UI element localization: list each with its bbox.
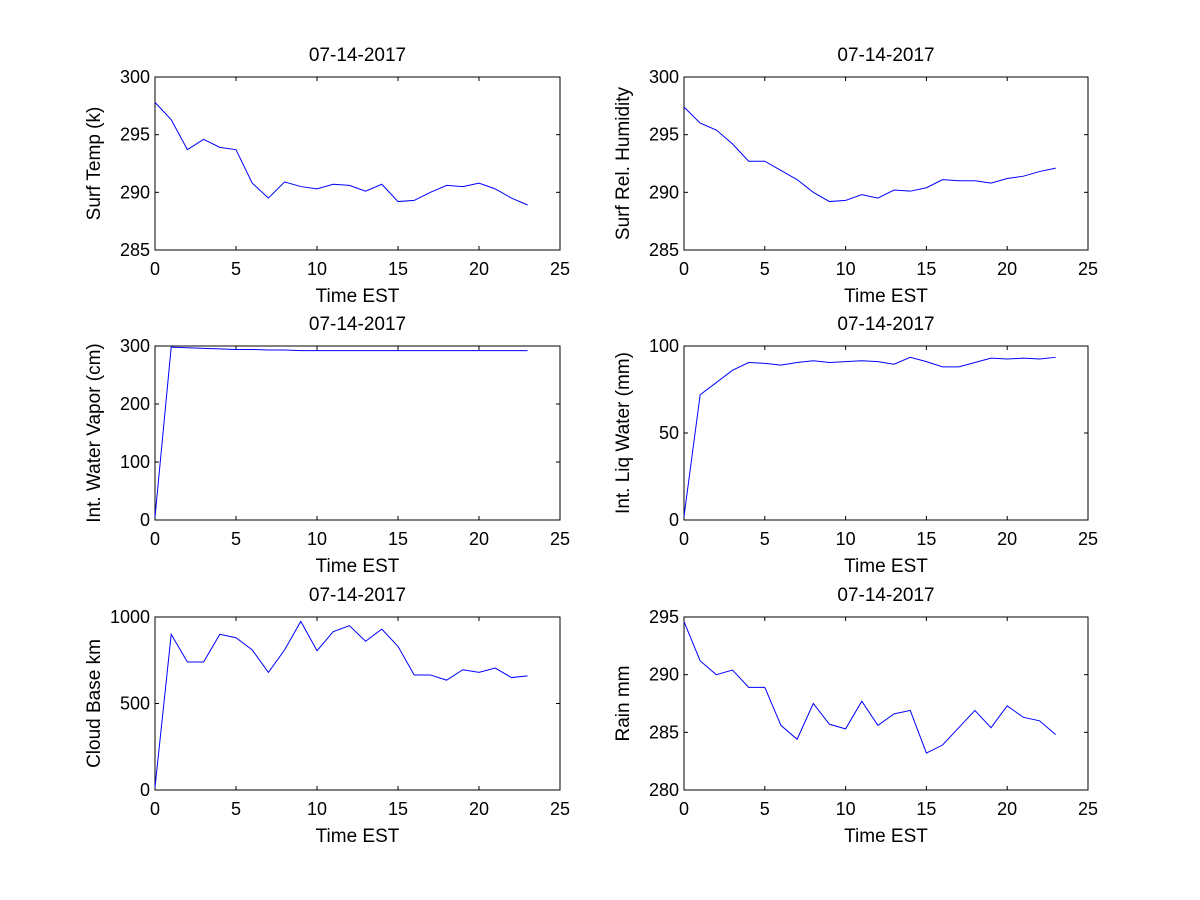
series-line — [154, 346, 528, 518]
y-tick-label: 500 — [120, 694, 150, 714]
y-tick-label: 200 — [120, 394, 150, 414]
y-tick-label: 0 — [140, 780, 150, 800]
x-tick-label: 0 — [150, 529, 160, 549]
x-tick-label: 25 — [1078, 799, 1098, 819]
axes-box — [154, 616, 561, 791]
x-tick-label: 0 — [150, 259, 160, 279]
x-tick-label: 25 — [1078, 259, 1098, 279]
x-tick-label: 10 — [836, 799, 856, 819]
y-axis-label: Cloud Base km — [84, 639, 105, 768]
y-tick-label: 285 — [649, 722, 679, 742]
y-tick-label: 1000 — [110, 607, 150, 627]
x-tick-label: 15 — [916, 259, 936, 279]
y-tick-label: 0 — [140, 510, 150, 530]
axes-box — [683, 76, 1089, 251]
y-tick-label: 0 — [669, 510, 679, 530]
x-axis-label: Time EST — [316, 826, 400, 847]
x-tick-label: 10 — [836, 529, 856, 549]
x-tick-label: 0 — [150, 799, 160, 819]
y-axis-label: Surf Rel. Humidity — [613, 86, 634, 240]
x-tick-label: 15 — [916, 799, 936, 819]
x-tick-label: 20 — [997, 529, 1017, 549]
chart-title: 07-14-2017 — [837, 314, 934, 335]
x-tick-label: 20 — [469, 799, 489, 819]
subplot-2: 0 5 10 15 20 25 285 290 295 300 07-14-2017 Time EST… — [613, 45, 1098, 307]
x-tick-label: 10 — [307, 799, 327, 819]
y-tick-label: 285 — [120, 240, 150, 260]
x-tick-label: 15 — [388, 799, 408, 819]
axes-box — [154, 345, 561, 521]
subplot-4: 0 5 10 15 20 25 0 50 100 07-14-2017 Time EST Int. L… — [613, 314, 1098, 577]
x-tick-label: 20 — [469, 259, 489, 279]
y-tick-label: 290 — [649, 182, 679, 202]
axes-box — [683, 616, 1089, 791]
chart-title: 07-14-2017 — [309, 585, 406, 606]
y-axis-label: Int. Water Vapor (cm) — [84, 343, 105, 522]
y-tick-label: 300 — [120, 67, 150, 87]
x-tick-label: 20 — [469, 529, 489, 549]
series-line — [683, 621, 1057, 754]
series-line — [154, 620, 528, 788]
y-tick-label: 295 — [120, 125, 150, 145]
x-tick-label: 20 — [997, 259, 1017, 279]
chart-title: 07-14-2017 — [837, 585, 934, 606]
y-tick-label: 50 — [659, 423, 679, 443]
y-tick-label: 290 — [649, 665, 679, 685]
axes-box — [683, 345, 1089, 521]
x-tick-label: 5 — [231, 259, 241, 279]
y-tick-label: 280 — [649, 780, 679, 800]
subplot-5: 0 5 10 15 20 25 0 500 1000 07-14-2017 Time EST Clou… — [84, 585, 570, 847]
subplot-3: 0 5 10 15 20 25 0 100 200 300 07-14-2017 Time EST In… — [84, 314, 570, 577]
y-axis-label: Int. Liq Water (mm) — [613, 352, 634, 514]
y-axis-label: Surf Temp (k) — [84, 107, 105, 221]
x-axis-label: Time EST — [316, 286, 400, 307]
y-tick-label: 300 — [120, 336, 150, 356]
chart-title: 07-14-2017 — [837, 45, 934, 66]
subplot-6: 0 5 10 15 20 25 280 285 290 295 07-14-2017 Time EST… — [613, 585, 1098, 847]
x-tick-label: 10 — [307, 529, 327, 549]
y-tick-label: 285 — [649, 240, 679, 260]
series-line — [683, 106, 1056, 203]
x-tick-label: 25 — [550, 529, 570, 549]
x-tick-label: 5 — [231, 799, 241, 819]
y-tick-label: 300 — [649, 67, 679, 87]
x-axis-label: Time EST — [316, 556, 400, 577]
x-tick-label: 0 — [679, 799, 689, 819]
x-tick-label: 5 — [760, 529, 770, 549]
x-tick-label: 15 — [916, 529, 936, 549]
y-tick-label: 295 — [649, 607, 679, 627]
x-tick-label: 15 — [388, 259, 408, 279]
x-axis-label: Time EST — [844, 286, 928, 307]
x-axis-label: Time EST — [844, 826, 928, 847]
y-tick-label: 100 — [120, 452, 150, 472]
x-tick-label: 5 — [760, 259, 770, 279]
y-tick-label: 100 — [649, 336, 679, 356]
x-tick-label: 15 — [388, 529, 408, 549]
x-tick-label: 10 — [307, 259, 327, 279]
series-line — [154, 102, 528, 206]
x-tick-label: 20 — [997, 799, 1017, 819]
axes-box — [154, 76, 561, 251]
x-tick-label: 25 — [550, 259, 570, 279]
x-tick-label: 10 — [836, 259, 856, 279]
x-tick-label: 5 — [231, 529, 241, 549]
y-axis-label: Rain mm — [613, 665, 634, 741]
x-tick-label: 25 — [550, 799, 570, 819]
y-tick-label: 295 — [649, 125, 679, 145]
x-axis-label: Time EST — [844, 556, 928, 577]
subplot-1: 0 5 10 15 20 25 285 290 295 300 07-14-2017 Time EST… — [84, 45, 570, 307]
x-tick-label: 25 — [1078, 529, 1098, 549]
x-tick-label: 0 — [679, 259, 689, 279]
y-tick-label: 290 — [120, 182, 150, 202]
chart-title: 07-14-2017 — [309, 45, 406, 66]
series-line — [683, 356, 1056, 517]
chart-title: 07-14-2017 — [309, 314, 406, 335]
x-tick-label: 0 — [679, 529, 689, 549]
x-tick-label: 5 — [760, 799, 770, 819]
